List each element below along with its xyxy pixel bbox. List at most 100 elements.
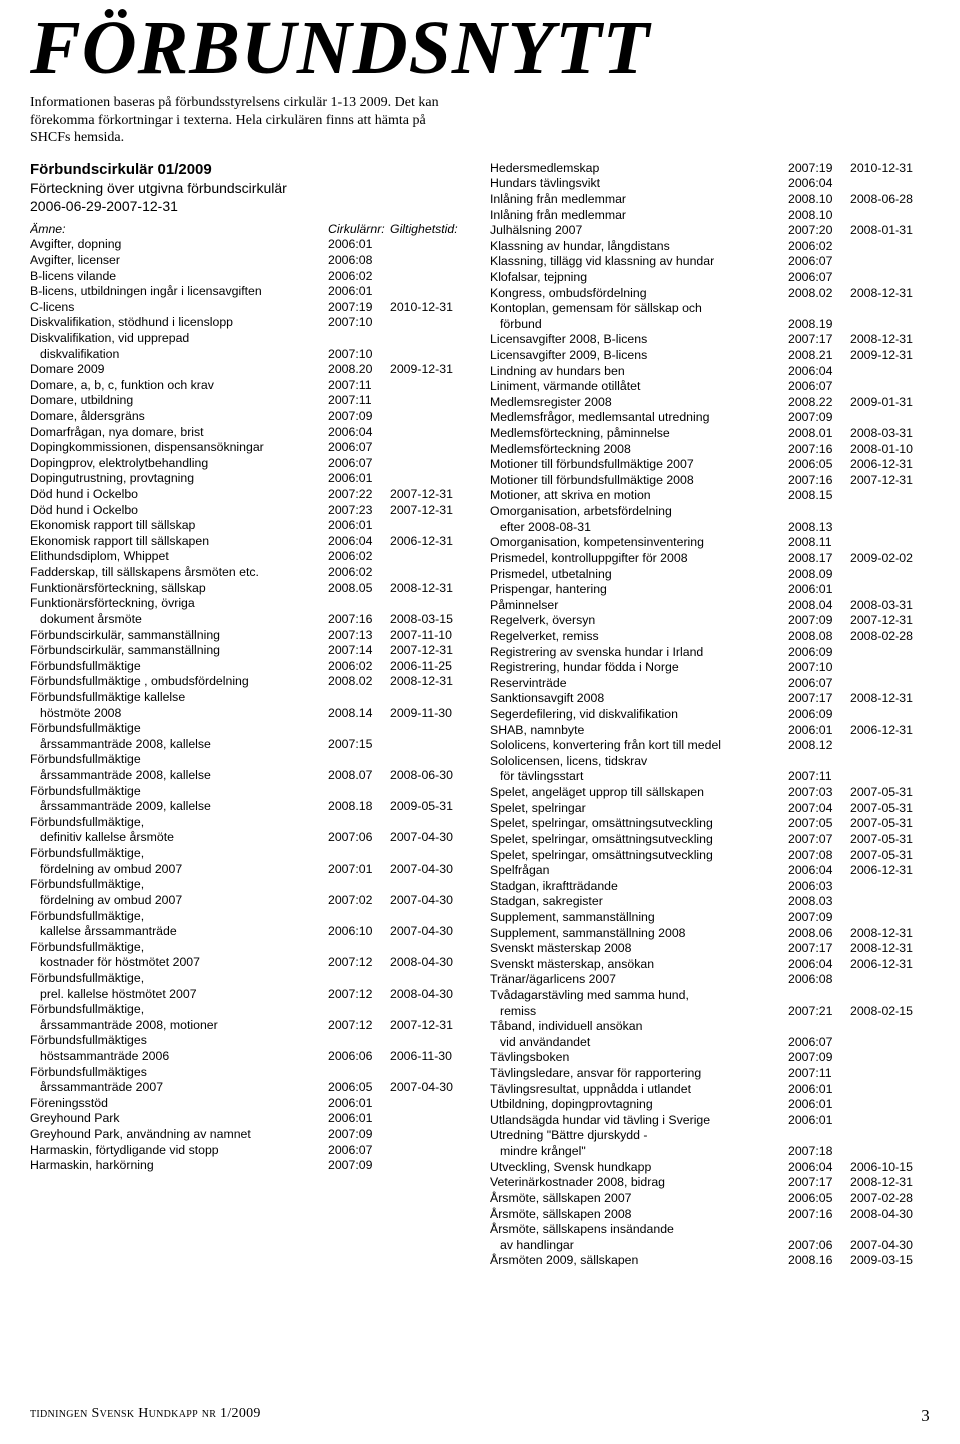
row-topic: Medlemsförteckning 2008 <box>490 442 788 458</box>
row-circular: 2006:05 <box>328 1080 390 1096</box>
row-circular: 2006:07 <box>328 440 390 456</box>
row-validity <box>390 518 470 534</box>
row-circular: 2007:16 <box>788 1207 850 1223</box>
row-circular: 2007:17 <box>788 941 850 957</box>
row-topic: Omorganisation, arbetsfördelning <box>490 504 788 520</box>
row-circular: 2006:04 <box>788 957 850 973</box>
row-circular: 2007:09 <box>788 910 850 926</box>
row-circular <box>788 1222 850 1238</box>
row-topic: Greyhound Park, användning av namnet <box>30 1127 328 1143</box>
row-circular: 2008.15 <box>788 488 850 504</box>
left-column: Förbundscirkulär 01/2009 Förteckning öve… <box>30 161 470 1269</box>
row-validity: 2008-12-31 <box>390 581 470 597</box>
table-row: Förbundsfullmäktige, <box>30 846 470 862</box>
row-topic: Klassning, tillägg vid klassning av hund… <box>490 254 788 270</box>
row-circular: 2006:01 <box>328 284 390 300</box>
row-circular <box>328 1065 390 1081</box>
row-topic: Prispengar, hantering <box>490 582 788 598</box>
row-validity: 2008-03-15 <box>390 612 470 628</box>
row-validity <box>850 1222 930 1238</box>
row-circular: 2006:07 <box>328 456 390 472</box>
row-validity <box>390 456 470 472</box>
row-topic: Årsmöten 2009, sällskapen <box>490 1253 788 1269</box>
row-validity: 2007-04-30 <box>850 1238 930 1254</box>
row-validity <box>850 535 930 551</box>
row-circular <box>328 784 390 800</box>
row-topic: Medlemsfrågor, medlemsantal utredning <box>490 410 788 426</box>
row-validity <box>390 269 470 285</box>
row-circular: 2006:04 <box>788 364 850 380</box>
row-circular: 2008.12 <box>788 738 850 754</box>
table-row: Registrering av svenska hundar i Irland2… <box>490 645 930 661</box>
table-row: Förbundsfullmäktige, <box>30 1002 470 1018</box>
row-topic: Dopingkommissionen, dispensansökningar <box>30 440 328 456</box>
row-topic: årssammanträde 2008, motioner <box>30 1018 328 1034</box>
table-row: Årsmöten 2009, sällskapen2008.162009-03-… <box>490 1253 930 1269</box>
row-circular: 2007:13 <box>328 628 390 644</box>
table-row: Inlåning från medlemmar2008.10 <box>490 208 930 224</box>
row-validity: 2008-12-31 <box>850 926 930 942</box>
row-validity: 2008-04-30 <box>390 987 470 1003</box>
row-circular: 2006:02 <box>328 269 390 285</box>
table-row: Förbundsfullmäktige , ombudsfördelning20… <box>30 674 470 690</box>
row-validity <box>850 1035 930 1051</box>
table-row: Påminnelser2008.042008-03-31 <box>490 598 930 614</box>
row-circular: 2006:01 <box>328 1096 390 1112</box>
table-row: Förbundsfullmäktiges <box>30 1033 470 1049</box>
row-validity <box>390 1111 470 1127</box>
table-row: Ekonomisk rapport till sällskap2006:01 <box>30 518 470 534</box>
row-circular: 2006:07 <box>788 379 850 395</box>
row-circular: 2007:18 <box>788 1144 850 1160</box>
row-topic: årssammanträde 2007 <box>30 1080 328 1096</box>
row-topic: Harmaskin, förtydligande vid stopp <box>30 1143 328 1159</box>
row-circular: 2007:06 <box>328 830 390 846</box>
row-validity: 2007-04-30 <box>390 830 470 846</box>
footer-page-number: 3 <box>921 1406 930 1426</box>
row-topic: Förbundsfullmäktige, <box>30 940 328 956</box>
row-validity: 2008-12-31 <box>850 691 930 707</box>
row-topic: Årsmöte, sällskapen 2008 <box>490 1207 788 1223</box>
row-topic: Förbundsfullmäktige <box>30 752 328 768</box>
row-topic: Spelet, spelringar, omsättningsutvecklin… <box>490 816 788 832</box>
row-topic: Spelet, spelringar, omsättningsutvecklin… <box>490 848 788 864</box>
row-circular: 2007:19 <box>788 161 850 177</box>
row-validity <box>390 565 470 581</box>
table-row: Medlemsförteckning, påminnelse2008.01200… <box>490 426 930 442</box>
row-validity: 2010-12-31 <box>390 300 470 316</box>
row-validity <box>390 425 470 441</box>
row-validity <box>850 410 930 426</box>
row-validity <box>390 1002 470 1018</box>
table-row: Funktionärsförteckning, sällskap2008.052… <box>30 581 470 597</box>
row-circular: 2008.16 <box>788 1253 850 1269</box>
row-validity <box>850 301 930 317</box>
row-validity <box>850 738 930 754</box>
table-row: Utbildning, dopingprovtagning2006:01 <box>490 1097 930 1113</box>
row-circular: 2006:04 <box>788 1160 850 1176</box>
row-validity: 2009-03-15 <box>850 1253 930 1269</box>
row-validity <box>850 1066 930 1082</box>
table-row: höstmöte 20082008.142009-11-30 <box>30 706 470 722</box>
table-row: Tävlingsledare, ansvar för rapportering2… <box>490 1066 930 1082</box>
row-circular: 2008.20 <box>328 362 390 378</box>
row-validity <box>850 894 930 910</box>
masthead-title: FÖRBUNDSNYTT <box>30 12 930 84</box>
row-validity: 2009-05-31 <box>390 799 470 815</box>
row-topic: Domare, åldersgräns <box>30 409 328 425</box>
row-circular: 2007:19 <box>328 300 390 316</box>
header-gilt: Giltighetstid: <box>390 222 470 238</box>
row-circular: 2008.21 <box>788 348 850 364</box>
table-row: Motioner, att skriva en motion2008.15 <box>490 488 930 504</box>
table-row: Motioner till förbundsfullmäktige 200720… <box>490 457 930 473</box>
row-topic: Licensavgifter 2008, B-licens <box>490 332 788 348</box>
row-circular: 2008.02 <box>328 674 390 690</box>
row-circular: 2007:15 <box>328 737 390 753</box>
row-validity: 2007-04-30 <box>390 1080 470 1096</box>
row-circular: 2006:02 <box>328 549 390 565</box>
row-circular: 2007:12 <box>328 987 390 1003</box>
row-topic: Utveckling, Svensk hundkapp <box>490 1160 788 1176</box>
table-row: Medlemsförteckning 20082007:162008-01-10 <box>490 442 930 458</box>
row-validity <box>850 988 930 1004</box>
table-row: Förbundscirkulär, sammanställning2007:14… <box>30 643 470 659</box>
row-validity: 2006-10-15 <box>850 1160 930 1176</box>
table-row: Förbundscirkulär, sammanställning2007:13… <box>30 628 470 644</box>
